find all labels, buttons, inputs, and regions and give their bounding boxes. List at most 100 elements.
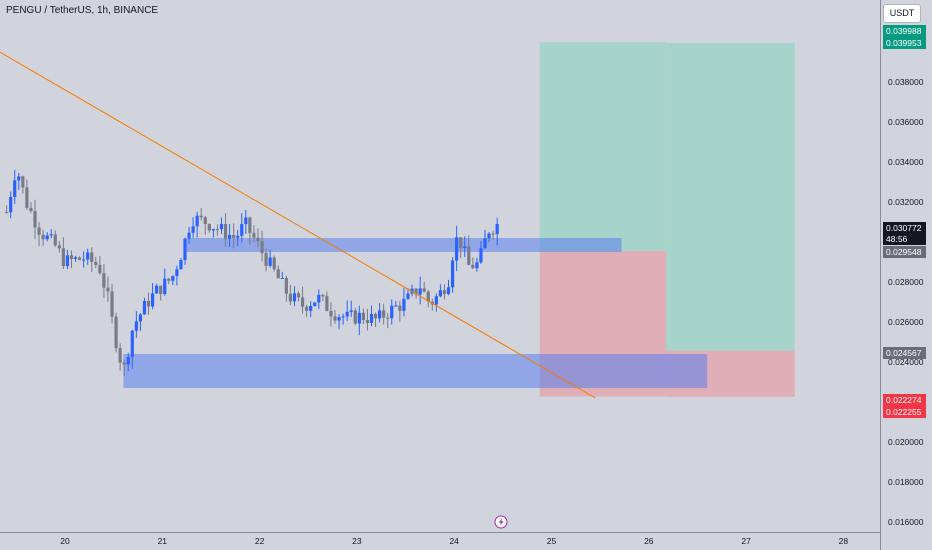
candle-body	[57, 245, 61, 249]
candle-body	[325, 296, 329, 311]
candle-body	[69, 255, 74, 260]
candle-body	[244, 217, 248, 225]
candle-body	[122, 362, 126, 365]
candle-body	[268, 257, 272, 266]
bar-countdown-label: 48:56	[883, 233, 926, 245]
profit-zone-2	[666, 42, 795, 351]
candle-body	[438, 290, 443, 297]
candle-body	[329, 310, 333, 317]
candle-body	[288, 293, 293, 302]
candle-body	[341, 316, 345, 318]
candle-body	[102, 273, 106, 288]
candle-body	[264, 252, 268, 266]
time-tick-label: 27	[741, 536, 751, 546]
price-tick-label: 0.026000	[888, 317, 924, 327]
candle-body	[17, 176, 21, 181]
candle-body	[455, 237, 459, 261]
candle-body	[365, 320, 370, 324]
candle-body	[378, 310, 382, 319]
candle-body	[491, 233, 495, 235]
current-price-label: 0.030772	[883, 222, 926, 234]
time-tick-label: 24	[449, 536, 459, 546]
candle-body	[317, 294, 321, 303]
candle-body	[337, 317, 341, 321]
stop-price-label: 0.022274	[883, 394, 926, 406]
candle-body	[418, 288, 422, 295]
candle-body	[183, 238, 187, 260]
candle-body	[487, 233, 491, 239]
candle-body	[199, 215, 203, 218]
candle-body	[232, 234, 236, 238]
price-tick-label: 0.016000	[888, 517, 924, 527]
candle-body	[276, 269, 280, 279]
time-tick-label: 21	[158, 536, 168, 546]
candle-body	[65, 255, 70, 267]
candle-body	[211, 229, 215, 231]
lightning-icon[interactable]	[494, 515, 508, 529]
candle-body	[215, 229, 220, 231]
price-tick-label: 0.018000	[888, 477, 924, 487]
candle-body	[373, 314, 378, 319]
candle-body	[179, 259, 183, 270]
candle-body	[73, 257, 78, 260]
candle-body	[313, 302, 317, 306]
candle-body	[446, 287, 451, 294]
candle-body	[236, 235, 240, 238]
candle-body	[167, 278, 171, 281]
time-tick-label: 28	[839, 536, 849, 546]
candle-body	[450, 260, 455, 288]
candle-body	[45, 235, 49, 240]
candle-body	[463, 246, 467, 248]
target-price-label-2: 0.039953	[883, 37, 926, 49]
candle-body	[90, 252, 94, 263]
candle-body	[414, 288, 418, 295]
candle-body	[150, 293, 155, 307]
currency-button[interactable]: USDT	[883, 4, 921, 23]
candle-body	[426, 291, 430, 302]
candle-body	[252, 232, 256, 238]
candle-body	[479, 248, 483, 263]
candle-body	[398, 305, 402, 311]
candle-body	[13, 180, 17, 197]
candle-body	[256, 237, 260, 242]
candle-body	[353, 310, 357, 324]
time-tick-label: 20	[60, 536, 70, 546]
candle-body	[434, 296, 438, 305]
trendline	[0, 51, 596, 399]
candle-body	[357, 312, 361, 324]
candle-body	[134, 321, 138, 331]
candle-body	[284, 277, 288, 294]
candle-body	[292, 293, 297, 302]
candle-body	[195, 215, 199, 227]
candle-body	[296, 293, 301, 298]
candle-body	[248, 217, 252, 233]
candle-body	[406, 293, 410, 299]
candle-body	[37, 227, 41, 235]
candle-body	[82, 259, 86, 261]
candle-body	[305, 306, 309, 311]
candle-body	[402, 298, 406, 311]
candle-body	[5, 212, 9, 213]
candle-body	[495, 223, 499, 235]
candle-body	[386, 317, 390, 319]
candle-body	[309, 305, 313, 311]
time-tick-label: 26	[644, 536, 654, 546]
candle-body	[163, 278, 167, 295]
price-tick-label: 0.028000	[888, 277, 924, 287]
candle-body	[33, 211, 37, 228]
candle-body	[25, 187, 29, 208]
candle-body	[21, 176, 25, 188]
candle-body	[203, 217, 207, 225]
price-tick-label: 0.034000	[888, 157, 924, 167]
entry-price-label: 0.029548	[883, 246, 926, 258]
price-tick-label: 0.036000	[888, 117, 924, 127]
candle-body	[142, 300, 147, 315]
candle-body	[321, 294, 325, 297]
support-zone-2	[123, 354, 708, 388]
entry-2-price-label: 0.024567	[883, 347, 926, 359]
candle-body	[114, 316, 118, 349]
candle-body	[345, 311, 349, 317]
candle-body	[126, 356, 130, 365]
